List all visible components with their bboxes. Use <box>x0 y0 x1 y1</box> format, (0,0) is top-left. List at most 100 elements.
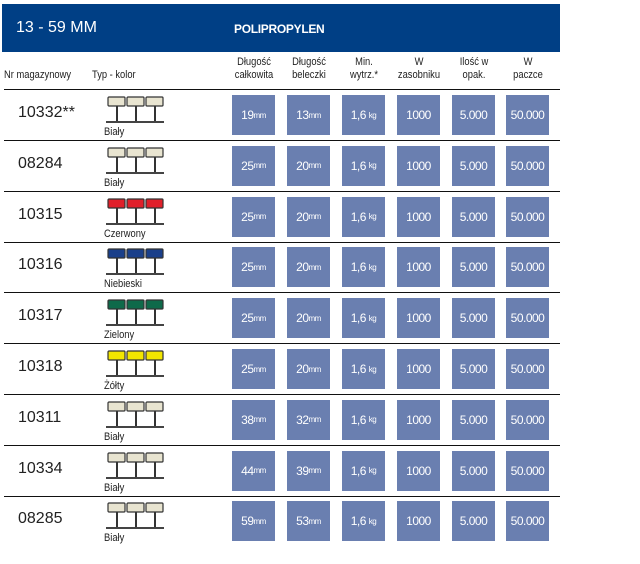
value-str: 1,6 kg <box>342 450 385 491</box>
column-header: Długość całkowita <box>234 56 274 81</box>
value-str: 1,6 kg <box>342 196 385 237</box>
value: 59 <box>241 514 254 529</box>
unit: mm <box>253 364 267 374</box>
value-total: 25 mm <box>232 196 275 237</box>
unit: mm <box>308 110 322 120</box>
value: 20 <box>296 260 309 275</box>
value-pack: 5.000 <box>452 399 495 440</box>
value-tray: 1000 <box>397 196 440 237</box>
table-row: 10316 Niebieski 25 mm 20 mm 1,6 kg 1000 5.000 50.… <box>0 242 640 294</box>
divider <box>4 140 560 141</box>
clip-icon <box>106 401 164 428</box>
divider <box>4 343 560 345</box>
value-str: 1,6 kg <box>342 399 385 440</box>
value-pack: 5.000 <box>452 145 495 186</box>
unit: mm <box>308 212 322 222</box>
value-parcel: 50.000 <box>506 501 549 542</box>
value: 50.000 <box>510 362 545 376</box>
stock-number: 10317 <box>18 307 63 325</box>
stock-number: 10334 <box>18 459 63 477</box>
value-pack: 5.000 <box>452 298 495 339</box>
value: 5.000 <box>459 412 488 427</box>
material: POLIPROPYLEN <box>234 22 325 36</box>
value-str: 1,6 kg <box>342 145 385 186</box>
color-label: Biały <box>104 176 125 189</box>
unit: mm <box>253 262 267 272</box>
color-label: Czerwony <box>104 227 146 240</box>
value: 50.000 <box>510 108 545 122</box>
value-str: 1,6 kg <box>342 95 385 135</box>
column-header: Długość beleczki <box>292 56 326 81</box>
value: 1000 <box>406 158 431 173</box>
value: 5.000 <box>459 362 488 376</box>
unit: mm <box>253 212 267 222</box>
value-parcel: 50.000 <box>506 349 549 389</box>
value-parcel: 50.000 <box>506 298 549 339</box>
table-row: 08284 Biały 25 mm 20 mm 1,6 kg 1000 5.000 50.000 <box>0 141 640 192</box>
value: 5.000 <box>459 260 488 275</box>
column-header: Nr magazynowy <box>4 69 72 81</box>
value-tray: 1000 <box>397 145 440 186</box>
value-bar: 20 mm <box>287 196 330 237</box>
value-str: 1,6 kg <box>342 247 385 288</box>
value: 1000 <box>406 209 431 224</box>
unit: kg <box>368 212 377 222</box>
value-total: 25 mm <box>232 349 275 389</box>
color-label: Biały <box>104 430 125 443</box>
stock-number: 10315 <box>18 205 63 223</box>
unit: kg <box>368 415 377 425</box>
table-row: 10317 Zielony 25 mm 20 mm 1,6 kg 1000 5.000 50.00… <box>0 293 640 345</box>
value: 50.000 <box>510 514 545 529</box>
clip-icon <box>106 96 164 123</box>
value: 20 <box>296 158 309 173</box>
value-parcel: 50.000 <box>506 95 549 135</box>
color-label: Biały <box>104 126 125 138</box>
value: 1,6 <box>350 362 367 376</box>
value-tray: 1000 <box>397 399 440 440</box>
unit: kg <box>368 364 377 374</box>
value-parcel: 50.000 <box>506 145 549 186</box>
value-pack: 5.000 <box>452 501 495 542</box>
value: 5.000 <box>459 514 488 529</box>
unit: mm <box>308 161 322 171</box>
value: 5.000 <box>459 209 488 224</box>
table-row: 10334 Biały 44 mm 39 mm 1,6 kg 1000 5.000 50.000 <box>0 446 640 497</box>
value: 1,6 <box>350 209 367 224</box>
value-bar: 20 mm <box>287 298 330 339</box>
value-bar: 53 mm <box>287 501 330 542</box>
value-bar: 20 mm <box>287 349 330 389</box>
column-header: Typ - kolor <box>92 69 136 81</box>
column-header: Ilość w opak. <box>459 56 489 81</box>
value: 1000 <box>406 362 431 376</box>
value: 53 <box>296 514 309 529</box>
value-parcel: 50.000 <box>506 450 549 491</box>
value-total: 19 mm <box>232 95 275 135</box>
value: 20 <box>296 311 309 326</box>
table-row: 10332** Biały 19 mm 13 mm 1,6 kg 1000 5.000 50.00… <box>0 90 640 141</box>
value: 25 <box>241 260 254 275</box>
value: 1,6 <box>350 108 367 122</box>
divider <box>4 89 560 90</box>
stock-number: 10332** <box>18 104 75 121</box>
header-bar: 13 - 59 MM POLIPROPYLEN <box>2 4 560 52</box>
value: 50.000 <box>510 260 545 275</box>
table-row: 10315 Czerwony 25 mm 20 mm 1,6 kg 1000 5.000 50.0… <box>0 192 640 243</box>
value: 44 <box>241 463 254 478</box>
unit: mm <box>308 415 322 425</box>
value-str: 1,6 kg <box>342 298 385 339</box>
clip-icon <box>106 502 164 530</box>
unit: kg <box>368 110 377 120</box>
value-bar: 39 mm <box>287 450 330 491</box>
value-pack: 5.000 <box>452 450 495 491</box>
value: 1000 <box>406 108 431 122</box>
value: 1,6 <box>350 260 367 275</box>
value-pack: 5.000 <box>452 349 495 389</box>
value: 5.000 <box>459 463 488 478</box>
value: 39 <box>296 463 309 478</box>
column-header: W zasobniku <box>397 56 441 81</box>
clip-icon <box>106 197 164 225</box>
value: 1000 <box>406 514 431 529</box>
column-header: Min. wytrz.* <box>349 56 379 81</box>
table-row: 08285 Biały 59 mm 53 mm 1,6 kg 1000 5.000 50.000 <box>0 496 640 547</box>
value: 32 <box>296 412 309 427</box>
